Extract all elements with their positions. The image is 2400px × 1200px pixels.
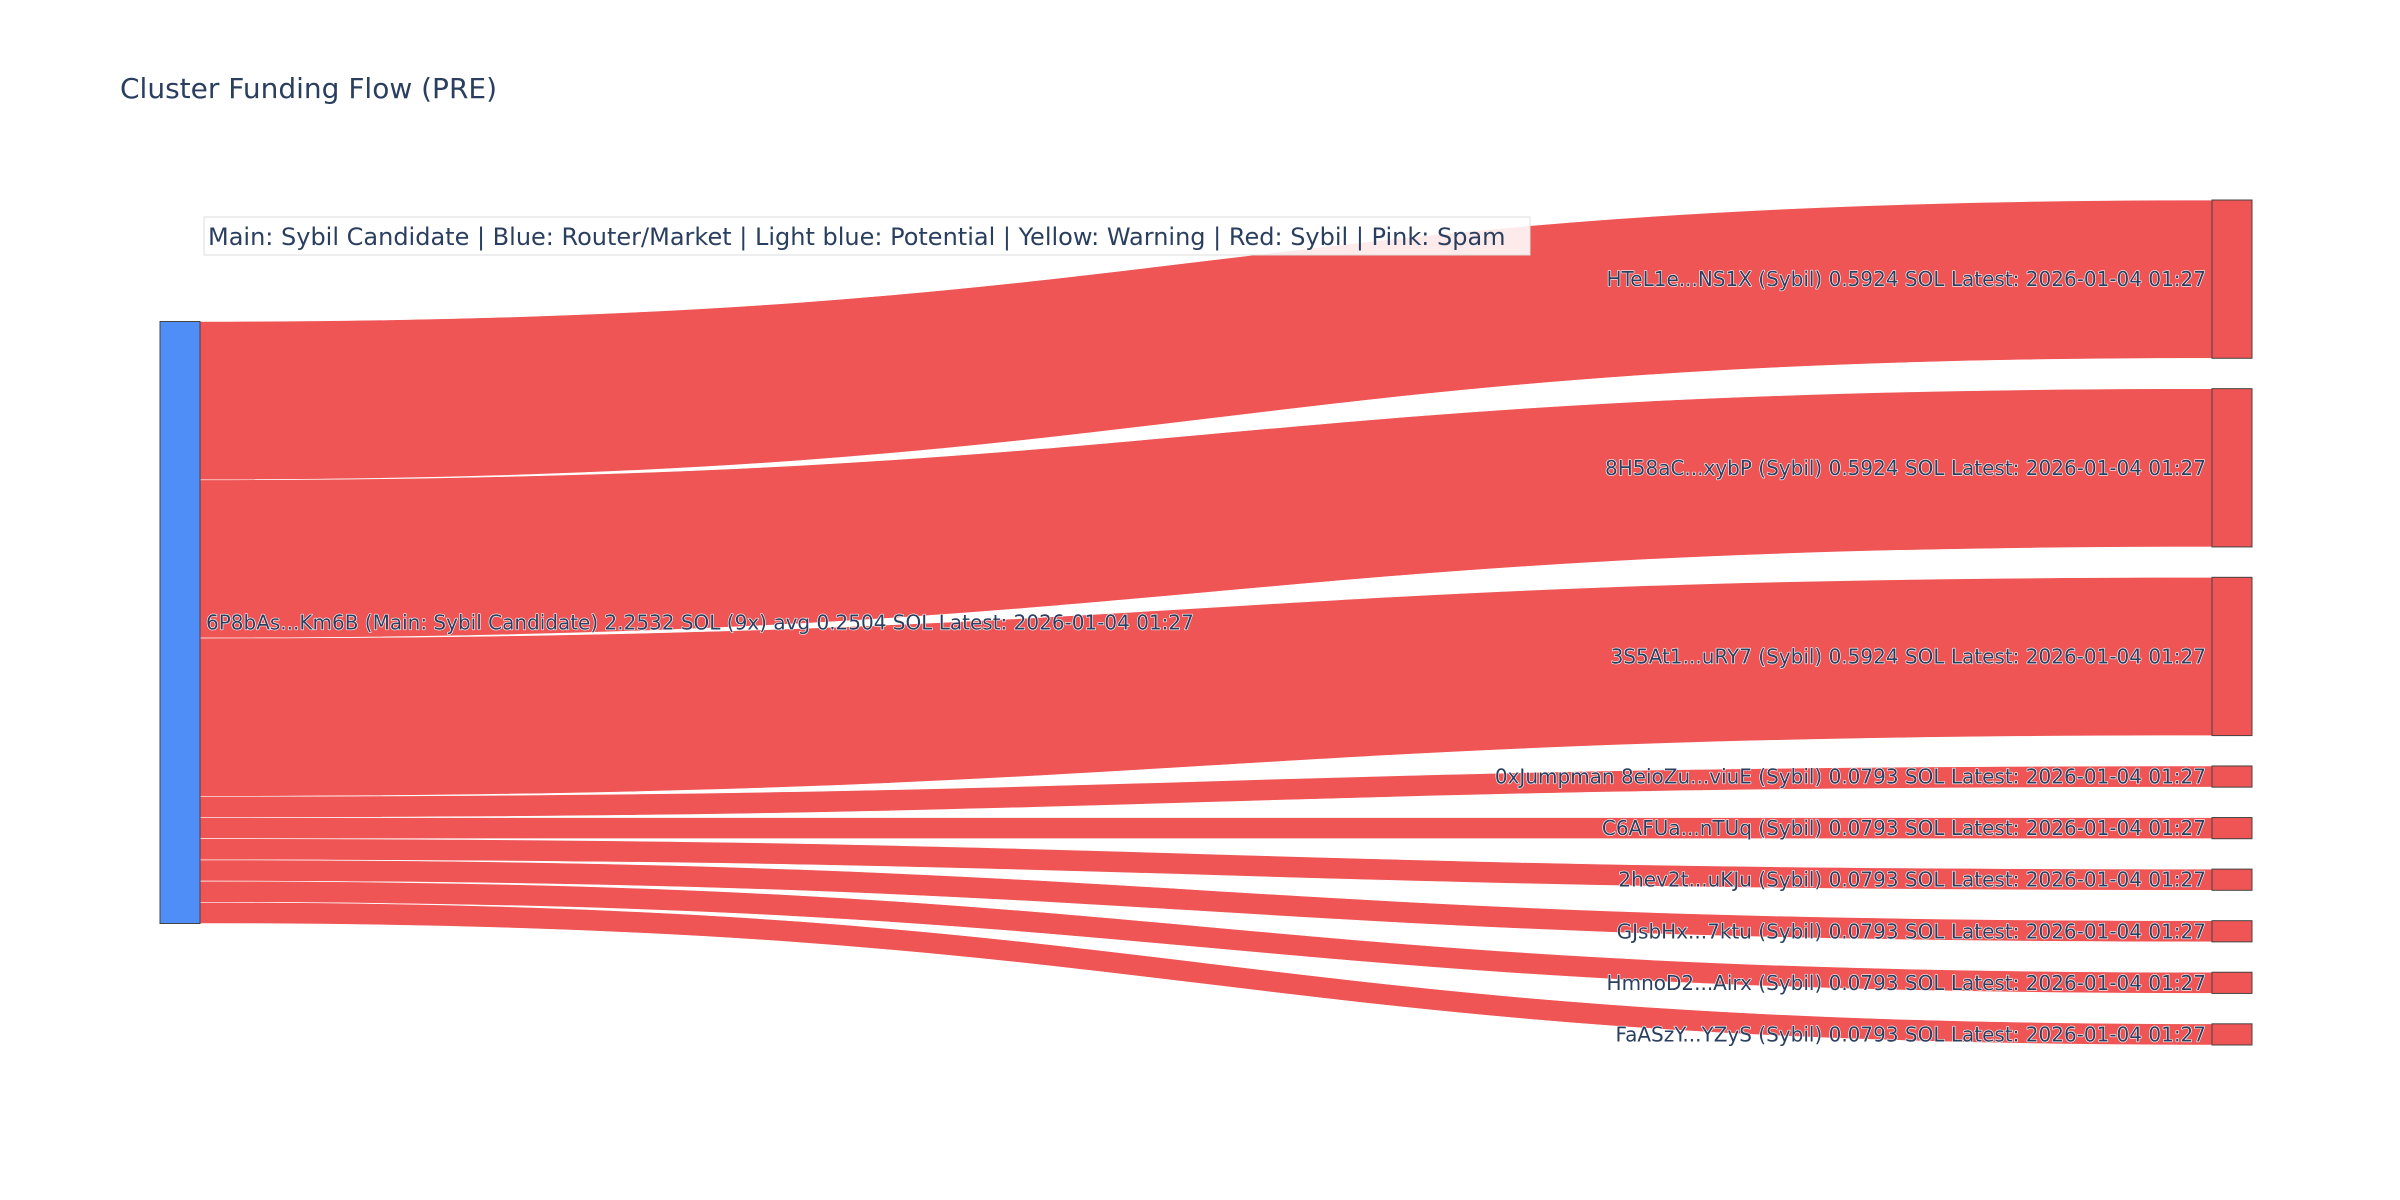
node-t5[interactable] xyxy=(2211,817,2253,840)
node-label-t2: 8H58aC...xybP (Sybil) 0.5924 SOL Latest:… xyxy=(1605,456,2206,480)
sankey-links xyxy=(199,199,2213,1046)
node-label-t7: GJsbHx...7ktu (Sybil) 0.0793 SOL Latest:… xyxy=(1617,919,2206,943)
node-t2[interactable] xyxy=(2211,388,2253,548)
node-main[interactable] xyxy=(159,321,201,924)
legend-text: Main: Sybil Candidate | Blue: Router/Mar… xyxy=(208,223,1506,251)
legend-background xyxy=(203,216,1531,256)
node-t1[interactable] xyxy=(2211,199,2253,359)
sankey-labels: 6P8bAs...Km6B (Main: Sybil Candidate) 2.… xyxy=(205,267,2206,1047)
node-label-main: 6P8bAs...Km6B (Main: Sybil Candidate) 2.… xyxy=(206,611,1194,635)
node-t6[interactable] xyxy=(2211,868,2253,891)
node-t9[interactable] xyxy=(2211,1023,2253,1046)
node-t7[interactable] xyxy=(2211,920,2253,943)
sankey-nodes xyxy=(159,199,2253,1046)
node-label-t1: HTeL1e...NS1X (Sybil) 0.5924 SOL Latest:… xyxy=(1606,267,2206,291)
legend: Main: Sybil Candidate | Blue: Router/Mar… xyxy=(203,216,1531,256)
node-t8[interactable] xyxy=(2211,971,2253,994)
node-label-t6: 2hev2t...uKJu (Sybil) 0.0793 SOL Latest:… xyxy=(1618,868,2206,892)
chart-title: Cluster Funding Flow (PRE) xyxy=(120,72,498,105)
node-t4[interactable] xyxy=(2211,765,2253,788)
node-label-t4: 0xJumpman 8eioZu...viuE (Sybil) 0.0793 S… xyxy=(1495,765,2206,789)
node-label-t9: FaASzY...YZyS (Sybil) 0.0793 SOL Latest:… xyxy=(1615,1022,2206,1046)
node-label-t5: C6AFUa...nTUq (Sybil) 0.0793 SOL Latest:… xyxy=(1602,816,2206,840)
node-t3[interactable] xyxy=(2211,576,2253,737)
node-label-t3: 3S5At1...uRY7 (Sybil) 0.5924 SOL Latest:… xyxy=(1611,644,2206,668)
node-label-t8: HmnoD2...Airx (Sybil) 0.0793 SOL Latest:… xyxy=(1607,971,2206,995)
